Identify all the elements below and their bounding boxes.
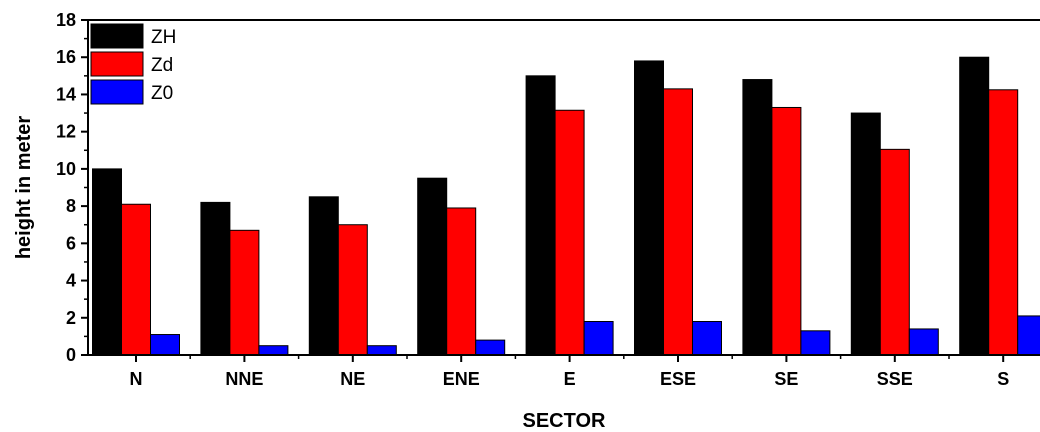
x-axis-title: SECTOR <box>523 410 607 432</box>
y-tick-label: 8 <box>66 196 76 216</box>
bar-zh-e <box>525 75 556 356</box>
y-tick-label: 6 <box>66 233 76 253</box>
y-tick-label: 4 <box>66 271 76 291</box>
bar-zd-sse <box>879 148 910 356</box>
bar-zh-n <box>92 168 122 356</box>
bar-z0-ene <box>475 339 506 356</box>
bar-zh-nne <box>200 201 231 356</box>
y-tick-label: 18 <box>56 10 76 30</box>
bar-zd-se <box>771 106 802 356</box>
y-tick-label: 14 <box>56 84 76 104</box>
bar-zd-ne <box>337 224 368 356</box>
x-tick-label: N <box>130 369 143 389</box>
bar-zh-ene <box>417 177 448 356</box>
y-tick-label: 12 <box>56 122 76 142</box>
bar-zd-ene <box>446 207 477 356</box>
legend-swatch-z0 <box>90 79 144 105</box>
bar-zh-ese <box>634 60 664 356</box>
x-tick-label: E <box>564 369 576 389</box>
x-tick-label: ENE <box>443 369 480 389</box>
bar-z0-sse <box>908 328 939 356</box>
y-tick-label: 2 <box>66 308 76 328</box>
x-tick-label: S <box>997 369 1009 389</box>
x-tick-label: NE <box>340 369 365 389</box>
bar-z0-s <box>1017 315 1040 356</box>
bar-zd-n <box>121 203 151 356</box>
x-tick-label: NNE <box>225 369 263 389</box>
bar-zh-se <box>742 79 773 356</box>
axes-layer: 0 2 4 6 8 10 12 14 16 18 N NNE NE ENE E ESE SE SSE S <box>56 10 1040 389</box>
bar-zd-e <box>554 109 585 356</box>
x-tick-label: SE <box>774 369 798 389</box>
bar-z0-nne <box>258 345 289 356</box>
bar-zd-s <box>988 89 1019 356</box>
bar-z0-ese <box>692 321 722 356</box>
y-axis-title: height in meter <box>13 116 35 260</box>
legend-label-z0: Z0 <box>151 83 173 104</box>
bar-z0-ne <box>366 345 397 356</box>
legend-swatch-zh <box>90 23 144 49</box>
legend: ZH Zd Z0 <box>90 23 176 105</box>
bars-layer <box>92 56 1040 356</box>
bar-z0-e <box>583 321 614 356</box>
legend-label-zd: Zd <box>151 55 173 76</box>
bar-zh-sse <box>850 112 881 356</box>
x-tick-label: SSE <box>877 369 913 389</box>
y-tick-label: 10 <box>56 159 76 179</box>
bar-zd-ese <box>663 88 693 356</box>
legend-label-zh: ZH <box>151 27 176 48</box>
legend-swatch-zd <box>90 51 144 77</box>
bar-z0-n <box>150 334 180 356</box>
x-tick-label: ESE <box>660 369 696 389</box>
bar-zd-nne <box>229 229 260 356</box>
y-tick-label: 16 <box>56 47 76 67</box>
bar-zh-s <box>959 56 990 356</box>
bar-z0-se <box>800 330 831 356</box>
y-tick-label: 0 <box>66 345 76 365</box>
bar-zh-ne <box>308 196 339 356</box>
